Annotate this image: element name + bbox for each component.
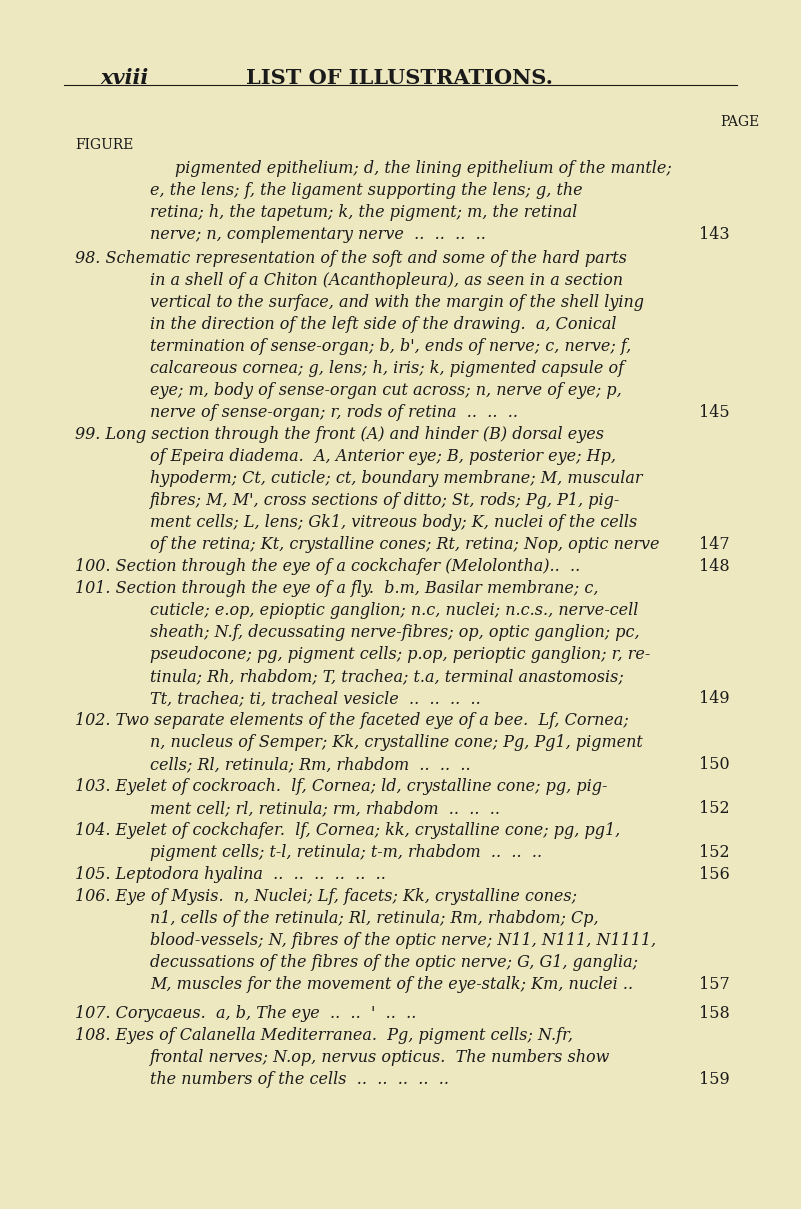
Text: retina; h, the tapetum; k, the pigment; m, the retinal: retina; h, the tapetum; k, the pigment; … [150,204,578,221]
Text: 100. Section through the eye of a cockchafer (Melolontha)..  ..: 100. Section through the eye of a cockch… [75,559,580,575]
Text: FIGURE: FIGURE [75,138,134,152]
Text: 99. Long section through the front (A) and hinder (B) dorsal eyes: 99. Long section through the front (A) a… [75,426,604,442]
Text: in a shell of a Chiton (Acanthopleura), as seen in a section: in a shell of a Chiton (Acanthopleura), … [150,272,623,289]
Text: in the direction of the left side of the drawing.  a, Conical: in the direction of the left side of the… [150,316,617,332]
Text: 107. Corycaeus.  a, b, The eye  ..  ..  '  ..  ..: 107. Corycaeus. a, b, The eye .. .. ' ..… [75,1005,417,1022]
Text: pseudocone; pg, pigment cells; p.op, perioptic ganglion; r, re-: pseudocone; pg, pigment cells; p.op, per… [150,646,650,663]
Text: 147: 147 [699,536,730,553]
Text: 158: 158 [699,1005,730,1022]
Text: decussations of the fibres of the optic nerve; G, G1, ganglia;: decussations of the fibres of the optic … [150,954,638,971]
Text: 152: 152 [699,800,730,817]
Text: LIST OF ILLUSTRATIONS.: LIST OF ILLUSTRATIONS. [247,68,553,88]
Text: 101. Section through the eye of a fly.  b.m, Basilar membrane; c,: 101. Section through the eye of a fly. b… [75,580,598,597]
Text: n, nucleus of Semper; Kk, crystalline cone; Pg, Pg1, pigment: n, nucleus of Semper; Kk, crystalline co… [150,734,642,751]
Text: n1, cells of the retinula; Rl, retinula; Rm, rhabdom; Cp,: n1, cells of the retinula; Rl, retinula;… [150,910,598,927]
Text: ment cell; rl, retinula; rm, rhabdom  ..  ..  ..: ment cell; rl, retinula; rm, rhabdom .. … [150,800,500,817]
Text: nerve of sense-organ; r, rods of retina  ..  ..  ..: nerve of sense-organ; r, rods of retina … [150,404,518,421]
Text: 104. Eyelet of cockchafer.  lf, Cornea; kk, crystalline cone; pg, pg1,: 104. Eyelet of cockchafer. lf, Cornea; k… [75,822,620,839]
Text: tinula; Rh, rhabdom; T, trachea; t.a, terminal anastomosis;: tinula; Rh, rhabdom; T, trachea; t.a, te… [150,669,624,686]
Text: PAGE: PAGE [720,115,759,129]
Text: nerve; n, complementary nerve  ..  ..  ..  ..: nerve; n, complementary nerve .. .. .. .… [150,226,486,243]
Text: 103. Eyelet of cockroach.  lf, Cornea; ld, crystalline cone; pg, pig-: 103. Eyelet of cockroach. lf, Cornea; ld… [75,779,607,796]
Text: of Epeira diadema.  A, Anterior eye; B, posterior eye; Hp,: of Epeira diadema. A, Anterior eye; B, p… [150,449,616,465]
Text: ment cells; L, lens; Gk1, vitreous body; K, nuclei of the cells: ment cells; L, lens; Gk1, vitreous body;… [150,514,638,531]
Text: 152: 152 [699,844,730,861]
Text: 145: 145 [699,404,730,421]
Text: M, muscles for the movement of the eye-stalk; Km, nuclei ..: M, muscles for the movement of the eye-s… [150,976,633,993]
Text: 106. Eye of Mysis.  n, Nuclei; Lf, facets; Kk, crystalline cones;: 106. Eye of Mysis. n, Nuclei; Lf, facets… [75,887,577,906]
Text: eye; m, body of sense-organ cut across; n, nerve of eye; p,: eye; m, body of sense-organ cut across; … [150,382,622,399]
Text: e, the lens; f, the ligament supporting the lens; g, the: e, the lens; f, the ligament supporting … [150,183,582,199]
Text: blood-vessels; N, fibres of the optic nerve; N11, N111, N1111,: blood-vessels; N, fibres of the optic ne… [150,932,656,949]
Text: fibres; M, M', cross sections of ditto; St, rods; Pg, P1, pig-: fibres; M, M', cross sections of ditto; … [150,492,620,509]
Text: frontal nerves; N.op, nervus opticus.  The numbers show: frontal nerves; N.op, nervus opticus. Th… [150,1049,610,1066]
Text: sheath; N.f, decussating nerve-fibres; op, optic ganglion; pc,: sheath; N.f, decussating nerve-fibres; o… [150,624,640,641]
Text: cuticle; e.op, epioptic ganglion; n.c, nuclei; n.c.s., nerve-cell: cuticle; e.op, epioptic ganglion; n.c, n… [150,602,638,619]
Text: pigment cells; t-l, retinula; t-m, rhabdom  ..  ..  ..: pigment cells; t-l, retinula; t-m, rhabd… [150,844,542,861]
Text: 98. Schematic representation of the soft and some of the hard parts: 98. Schematic representation of the soft… [75,250,627,267]
Text: 143: 143 [699,226,730,243]
Text: cells; Rl, retinula; Rm, rhabdom  ..  ..  ..: cells; Rl, retinula; Rm, rhabdom .. .. .… [150,756,471,773]
Text: 105. Leptodora hyalina  ..  ..  ..  ..  ..  ..: 105. Leptodora hyalina .. .. .. .. .. .. [75,866,386,883]
Text: Tt, trachea; ti, tracheal vesicle  ..  ..  ..  ..: Tt, trachea; ti, tracheal vesicle .. .. … [150,690,481,707]
Text: 149: 149 [699,690,730,707]
Text: 108. Eyes of Calanella Mediterranea.  Pg, pigment cells; N.fr,: 108. Eyes of Calanella Mediterranea. Pg,… [75,1026,573,1045]
Text: 157: 157 [699,976,730,993]
Text: 148: 148 [699,559,730,575]
Text: termination of sense-organ; b, b', ends of nerve; c, nerve; f,: termination of sense-organ; b, b', ends … [150,339,631,355]
Text: xviii: xviii [100,68,148,88]
Text: 156: 156 [699,866,730,883]
Text: 102. Two separate elements of the faceted eye of a bee.  Lf, Cornea;: 102. Two separate elements of the facete… [75,712,629,729]
Text: calcareous cornea; g, lens; h, iris; k, pigmented capsule of: calcareous cornea; g, lens; h, iris; k, … [150,360,624,377]
Text: vertical to the surface, and with the margin of the shell lying: vertical to the surface, and with the ma… [150,294,644,311]
Text: of the retina; Kt, crystalline cones; Rt, retina; Nop, optic nerve: of the retina; Kt, crystalline cones; Rt… [150,536,659,553]
Text: the numbers of the cells  ..  ..  ..  ..  ..: the numbers of the cells .. .. .. .. .. [150,1071,449,1088]
Text: 150: 150 [699,756,730,773]
Text: hypoderm; Ct, cuticle; ct, boundary membrane; M, muscular: hypoderm; Ct, cuticle; ct, boundary memb… [150,470,642,487]
Text: pigmented epithelium; d, the lining epithelium of the mantle;: pigmented epithelium; d, the lining epit… [175,160,672,177]
Text: 159: 159 [699,1071,730,1088]
